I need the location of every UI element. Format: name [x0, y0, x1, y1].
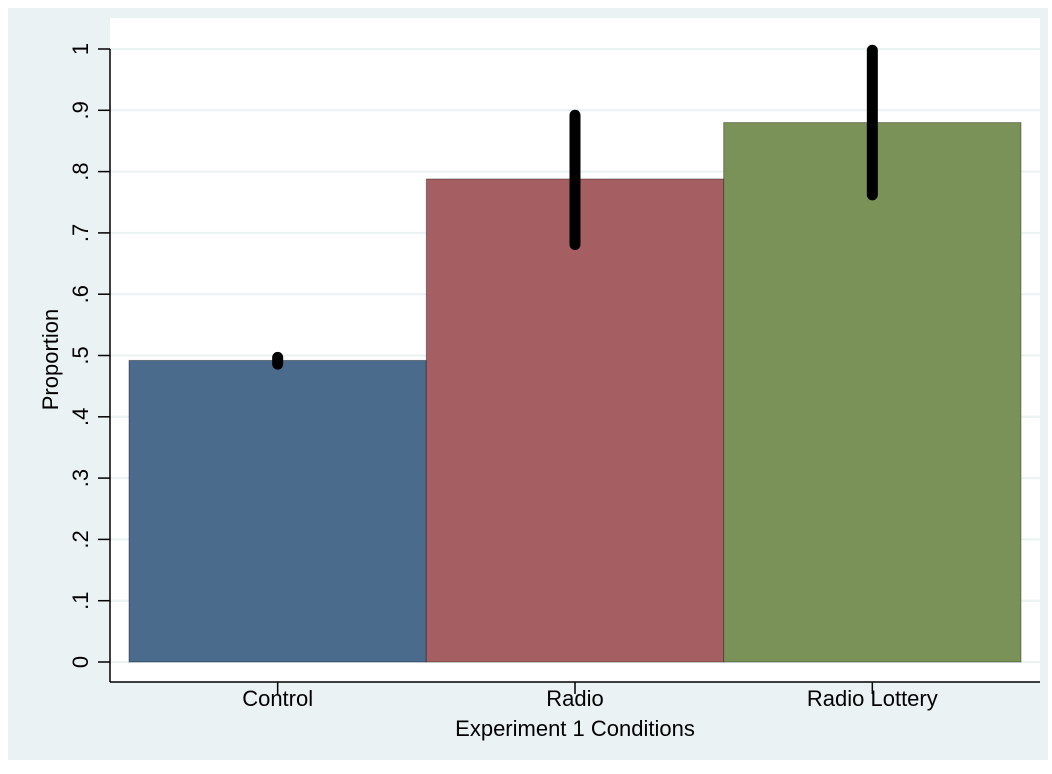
bar-radio [425, 178, 725, 663]
y-tick-label: .4 [68, 408, 93, 426]
bars [128, 122, 1022, 663]
y-tick-label: 0 [68, 656, 93, 668]
x-tick-label-radio: Radio [546, 686, 603, 711]
y-tick-label: .7 [68, 224, 93, 242]
y-tick-label: 1 [68, 43, 93, 55]
y-tick-label: .9 [68, 101, 93, 119]
y-tick-label: .8 [68, 162, 93, 180]
error-bars [272, 44, 878, 370]
x-axis-title: Experiment 1 Conditions [455, 716, 695, 741]
x-tick-label-radio-lottery: Radio Lottery [807, 686, 938, 711]
bar-radio-lottery [723, 122, 1022, 663]
y-tick-label: .5 [68, 346, 93, 364]
axis-labels: 0 .1 .2 .3 .4 .5 .6 .7 .8 .9 1 Control Radio Radio Lo… [68, 43, 938, 711]
y-tick-label: .1 [68, 592, 93, 610]
y-axis-title: Proportion [38, 309, 63, 411]
axes [98, 48, 1040, 694]
bar-control [128, 359, 427, 663]
y-tick-label: .2 [68, 530, 93, 548]
y-tick-label: .3 [68, 469, 93, 487]
y-tick-label: .6 [68, 285, 93, 303]
x-tick-label-control: Control [242, 686, 313, 711]
